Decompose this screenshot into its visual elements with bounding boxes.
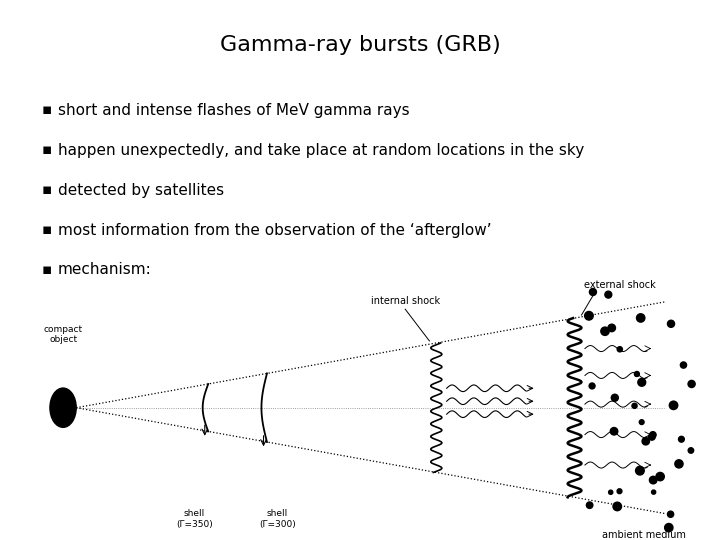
Text: ▪: ▪ — [42, 103, 53, 118]
Point — [685, 446, 697, 455]
Point — [640, 437, 652, 445]
Point — [665, 510, 676, 518]
Text: ▪: ▪ — [42, 143, 53, 158]
Point — [588, 288, 599, 296]
Point — [636, 378, 647, 387]
Text: external shock: external shock — [584, 280, 655, 290]
Point — [629, 402, 640, 410]
Point — [614, 345, 626, 354]
Point — [675, 435, 687, 443]
Text: shell
(Γ=300): shell (Γ=300) — [259, 509, 296, 529]
Point — [636, 418, 647, 427]
Point — [647, 430, 659, 439]
Point — [654, 472, 666, 481]
Point — [648, 488, 660, 496]
Point — [646, 433, 657, 441]
Point — [606, 323, 618, 332]
Text: ambient medium: ambient medium — [602, 530, 685, 540]
Text: Gamma-ray bursts (GRB): Gamma-ray bursts (GRB) — [220, 35, 500, 55]
Point — [663, 523, 675, 532]
Point — [686, 380, 698, 388]
Point — [631, 370, 642, 379]
Text: most information from the observation of the ‘afterglow’: most information from the observation of… — [58, 222, 492, 238]
Text: shell
(Γ=350): shell (Γ=350) — [176, 509, 213, 529]
Point — [609, 394, 621, 402]
Point — [631, 369, 643, 378]
Point — [584, 501, 595, 510]
Point — [603, 291, 614, 299]
Text: ▪: ▪ — [42, 183, 53, 198]
Text: mechanism:: mechanism: — [58, 262, 152, 278]
Point — [605, 488, 616, 497]
Point — [613, 487, 625, 496]
Point — [608, 427, 620, 436]
Text: internal shock: internal shock — [371, 296, 440, 306]
Point — [678, 361, 689, 369]
Point — [667, 401, 679, 410]
Text: compact
object: compact object — [43, 325, 83, 345]
Point — [665, 320, 677, 328]
Point — [583, 312, 595, 320]
Text: ▪: ▪ — [42, 262, 53, 278]
Point — [635, 314, 647, 322]
Point — [647, 476, 659, 484]
Point — [586, 382, 598, 390]
Point — [673, 460, 685, 468]
Text: short and intense flashes of MeV gamma rays: short and intense flashes of MeV gamma r… — [58, 103, 410, 118]
Ellipse shape — [50, 388, 76, 427]
Text: detected by satellites: detected by satellites — [58, 183, 224, 198]
Text: happen unexpectedly, and take place at random locations in the sky: happen unexpectedly, and take place at r… — [58, 143, 584, 158]
Point — [634, 467, 646, 475]
Point — [611, 502, 623, 511]
Point — [599, 327, 611, 335]
Text: ▪: ▪ — [42, 222, 53, 238]
